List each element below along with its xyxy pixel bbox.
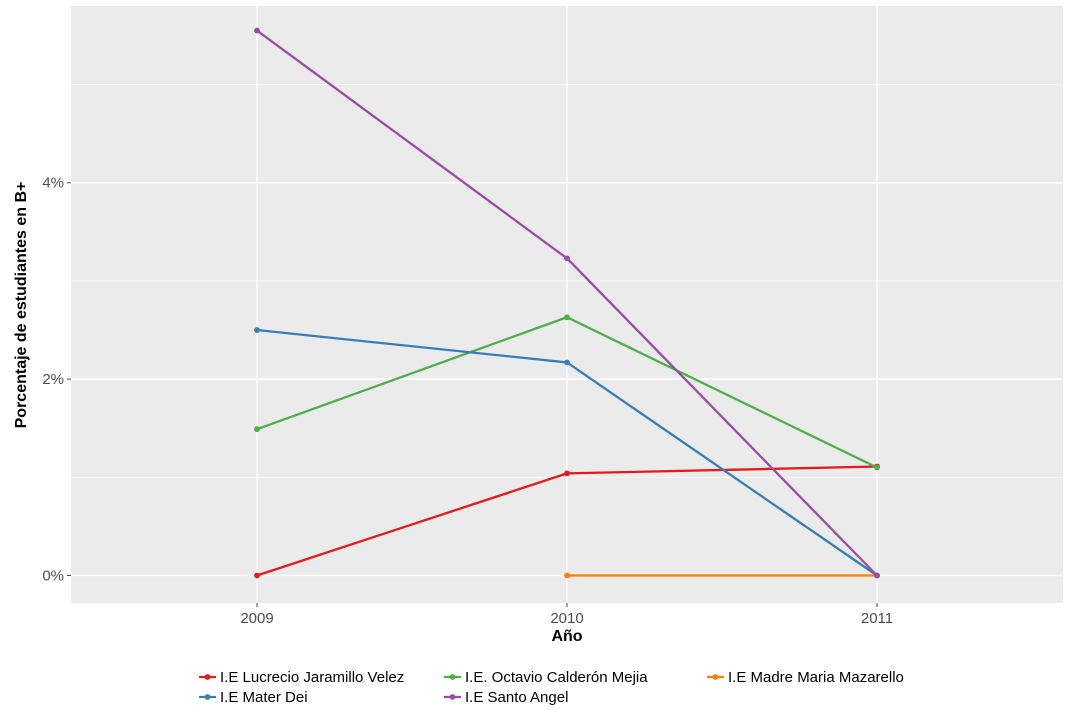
- series-points: [254, 27, 880, 579]
- legend-label: I.E. Octavio Calderón Mejia: [465, 669, 648, 686]
- y-tick-label: 4%: [42, 175, 64, 192]
- x-tick-label: 2011: [861, 610, 893, 627]
- data-point: [874, 572, 880, 579]
- legend-item: I.E Mater Dei: [199, 689, 308, 706]
- legend-item: I.E. Octavio Calderón Mejia: [444, 669, 648, 686]
- legend-label: I.E Madre Maria Mazarello: [728, 669, 904, 686]
- y-axis: 0% 2% 4%: [42, 175, 71, 585]
- y-tick-label: 2%: [42, 371, 64, 388]
- legend-label: I.E Lucrecio Jaramillo Velez: [220, 669, 404, 686]
- data-point: [254, 426, 260, 433]
- x-tick-label: 2010: [550, 610, 583, 627]
- x-axis-title: Año: [551, 628, 582, 645]
- data-point: [254, 572, 260, 579]
- y-axis-title: Porcentaje de estudiantes en B+: [13, 182, 30, 429]
- data-point: [564, 470, 570, 477]
- legend-label: I.E Santo Angel: [465, 689, 568, 706]
- legend-key-point: [204, 694, 211, 700]
- legend-item: I.E Santo Angel: [444, 689, 568, 706]
- data-point: [254, 327, 260, 333]
- y-tick-label: 0%: [42, 568, 64, 585]
- legend-key-point: [449, 674, 456, 680]
- data-point: [564, 255, 570, 262]
- x-tick-label: 2009: [240, 610, 273, 627]
- legend-item: I.E Lucrecio Jaramillo Velez: [199, 669, 404, 686]
- data-point: [564, 359, 570, 366]
- legend: I.E Lucrecio Jaramillo Velez I.E. Octavio…: [199, 669, 904, 706]
- data-point: [564, 314, 570, 321]
- data-point: [874, 464, 880, 471]
- legend-key-point: [204, 674, 211, 680]
- legend-key-point: [712, 674, 719, 680]
- legend-key-point: [449, 694, 456, 700]
- x-axis: 2009 2010 2011: [240, 603, 893, 627]
- legend-item: I.E Madre Maria Mazarello: [707, 669, 904, 686]
- data-point: [564, 572, 570, 579]
- legend-label: I.E Mater Dei: [220, 689, 308, 706]
- data-point: [254, 27, 260, 34]
